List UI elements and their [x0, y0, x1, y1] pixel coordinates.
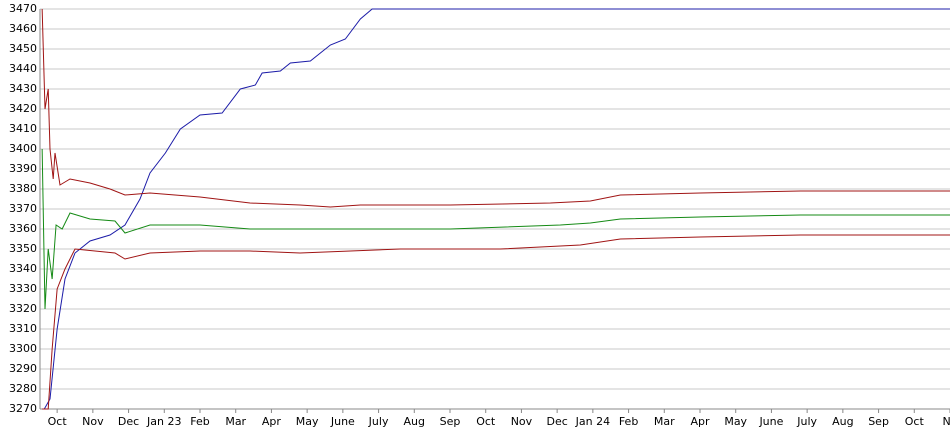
y-tick-label: 3320 — [9, 302, 37, 315]
x-tick-label: July — [368, 415, 389, 428]
y-tick-label: 3390 — [9, 162, 37, 175]
y-tick-label: 3270 — [9, 402, 37, 415]
x-tick-label: Aug — [404, 415, 425, 428]
y-tick-label: 3380 — [9, 182, 37, 195]
y-tick-label: 3410 — [9, 122, 37, 135]
x-tick-label: Dec — [546, 415, 567, 428]
y-tick-label: 3310 — [9, 322, 37, 335]
series-line — [41, 148, 950, 310]
y-tick-label: 3440 — [9, 62, 37, 75]
y-tick-label: 3450 — [9, 42, 37, 55]
y-tick-label: 3340 — [9, 262, 37, 275]
x-tick-label: May — [296, 415, 319, 428]
y-tick-label: 3420 — [9, 102, 37, 115]
y-tick-label: 3400 — [9, 142, 37, 155]
x-tick-label: Sep — [868, 415, 889, 428]
x-tick-label: Mar — [654, 415, 675, 428]
y-tick-label: 3430 — [9, 82, 37, 95]
x-tick-label: July — [796, 415, 817, 428]
x-tick-label: May — [724, 415, 747, 428]
y-tick-label: 3330 — [9, 282, 37, 295]
y-tick-label: 3350 — [9, 242, 37, 255]
x-tick-label: Jan 23 — [146, 415, 181, 428]
x-tick-label: Apr — [262, 415, 282, 428]
x-tick-label: Sep — [440, 415, 461, 428]
x-tick-label: June — [330, 415, 355, 428]
y-tick-label: 3470 — [9, 2, 37, 15]
x-tick-label: Nov — [511, 415, 533, 428]
y-tick-label: 3360 — [9, 222, 37, 235]
x-tick-label: Feb — [190, 415, 209, 428]
x-tick-label: Oct — [48, 415, 68, 428]
x-tick-label: Oct — [476, 415, 496, 428]
y-tick-label: 3370 — [9, 202, 37, 215]
y-tick-label: 3280 — [9, 382, 37, 395]
x-tick-label: Mar — [225, 415, 246, 428]
x-tick-label: Oct — [905, 415, 925, 428]
x-tick-label: No — [943, 415, 950, 428]
x-tick-label: Aug — [832, 415, 853, 428]
x-tick-label: Nov — [82, 415, 104, 428]
series-line — [43, 8, 950, 410]
y-tick-label: 3460 — [9, 22, 37, 35]
series-line — [41, 8, 950, 208]
x-tick-label: Dec — [118, 415, 139, 428]
x-tick-label: Jan 24 — [575, 415, 610, 428]
x-tick-label: Feb — [619, 415, 638, 428]
y-tick-label: 3300 — [9, 342, 37, 355]
series-line — [42, 234, 950, 410]
x-tick-label: Apr — [690, 415, 710, 428]
x-tick-label: June — [758, 415, 783, 428]
y-tick-label: 3290 — [9, 362, 37, 375]
